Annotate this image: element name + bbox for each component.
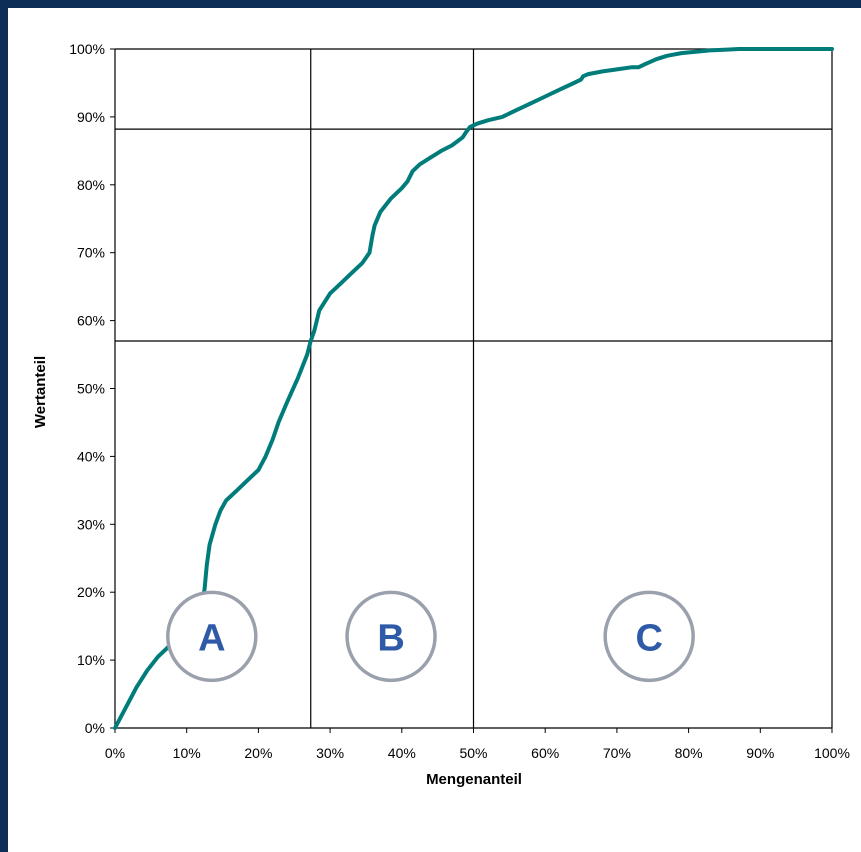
- zone-c-label: C: [635, 617, 662, 659]
- y-tick-label: 10%: [77, 652, 105, 668]
- y-tick-label: 90%: [77, 109, 105, 125]
- zone-b-circle: [345, 590, 437, 683]
- x-tick-label: 70%: [603, 745, 631, 761]
- y-tick-label: 0%: [85, 720, 105, 736]
- x-tick-label: 20%: [244, 745, 272, 761]
- cumulative-value-curve: [113, 47, 834, 730]
- x-tick-label: 30%: [316, 745, 344, 761]
- y-tick-label: 60%: [77, 313, 105, 329]
- abc-zones: A B C: [166, 590, 695, 683]
- y-tick-label: 100%: [69, 41, 105, 57]
- x-axis-title: Mengenanteil: [426, 771, 522, 788]
- x-tick-label: 90%: [746, 745, 774, 761]
- x-tick-label: 40%: [388, 745, 416, 761]
- x-axis-ticks: 0% 10% 20% 30% 40% 50% 60% 70% 80% 90% 100%: [105, 728, 850, 761]
- y-tick-label: 20%: [77, 584, 105, 600]
- y-axis-ticks: 0% 10% 20% 30% 40% 50% 60% 70% 80% 90% 100%: [69, 41, 115, 736]
- zone-c-circle: [603, 590, 695, 683]
- x-tick-label: 80%: [675, 745, 703, 761]
- y-tick-label: 40%: [77, 448, 105, 464]
- y-tick-label: 30%: [77, 516, 105, 532]
- y-axis-title: Wertanteil: [32, 356, 49, 428]
- x-tick-label: 100%: [814, 745, 850, 761]
- zone-b-label: B: [377, 617, 404, 659]
- y-tick-label: 80%: [77, 177, 105, 193]
- x-tick-label: 10%: [173, 745, 201, 761]
- x-tick-label: 50%: [459, 745, 487, 761]
- zone-a-label: A: [198, 617, 225, 659]
- x-tick-label: 0%: [105, 745, 125, 761]
- y-tick-label: 70%: [77, 245, 105, 261]
- x-tick-label: 60%: [531, 745, 559, 761]
- zone-a-circle: [166, 590, 258, 683]
- y-tick-label: 50%: [77, 381, 105, 397]
